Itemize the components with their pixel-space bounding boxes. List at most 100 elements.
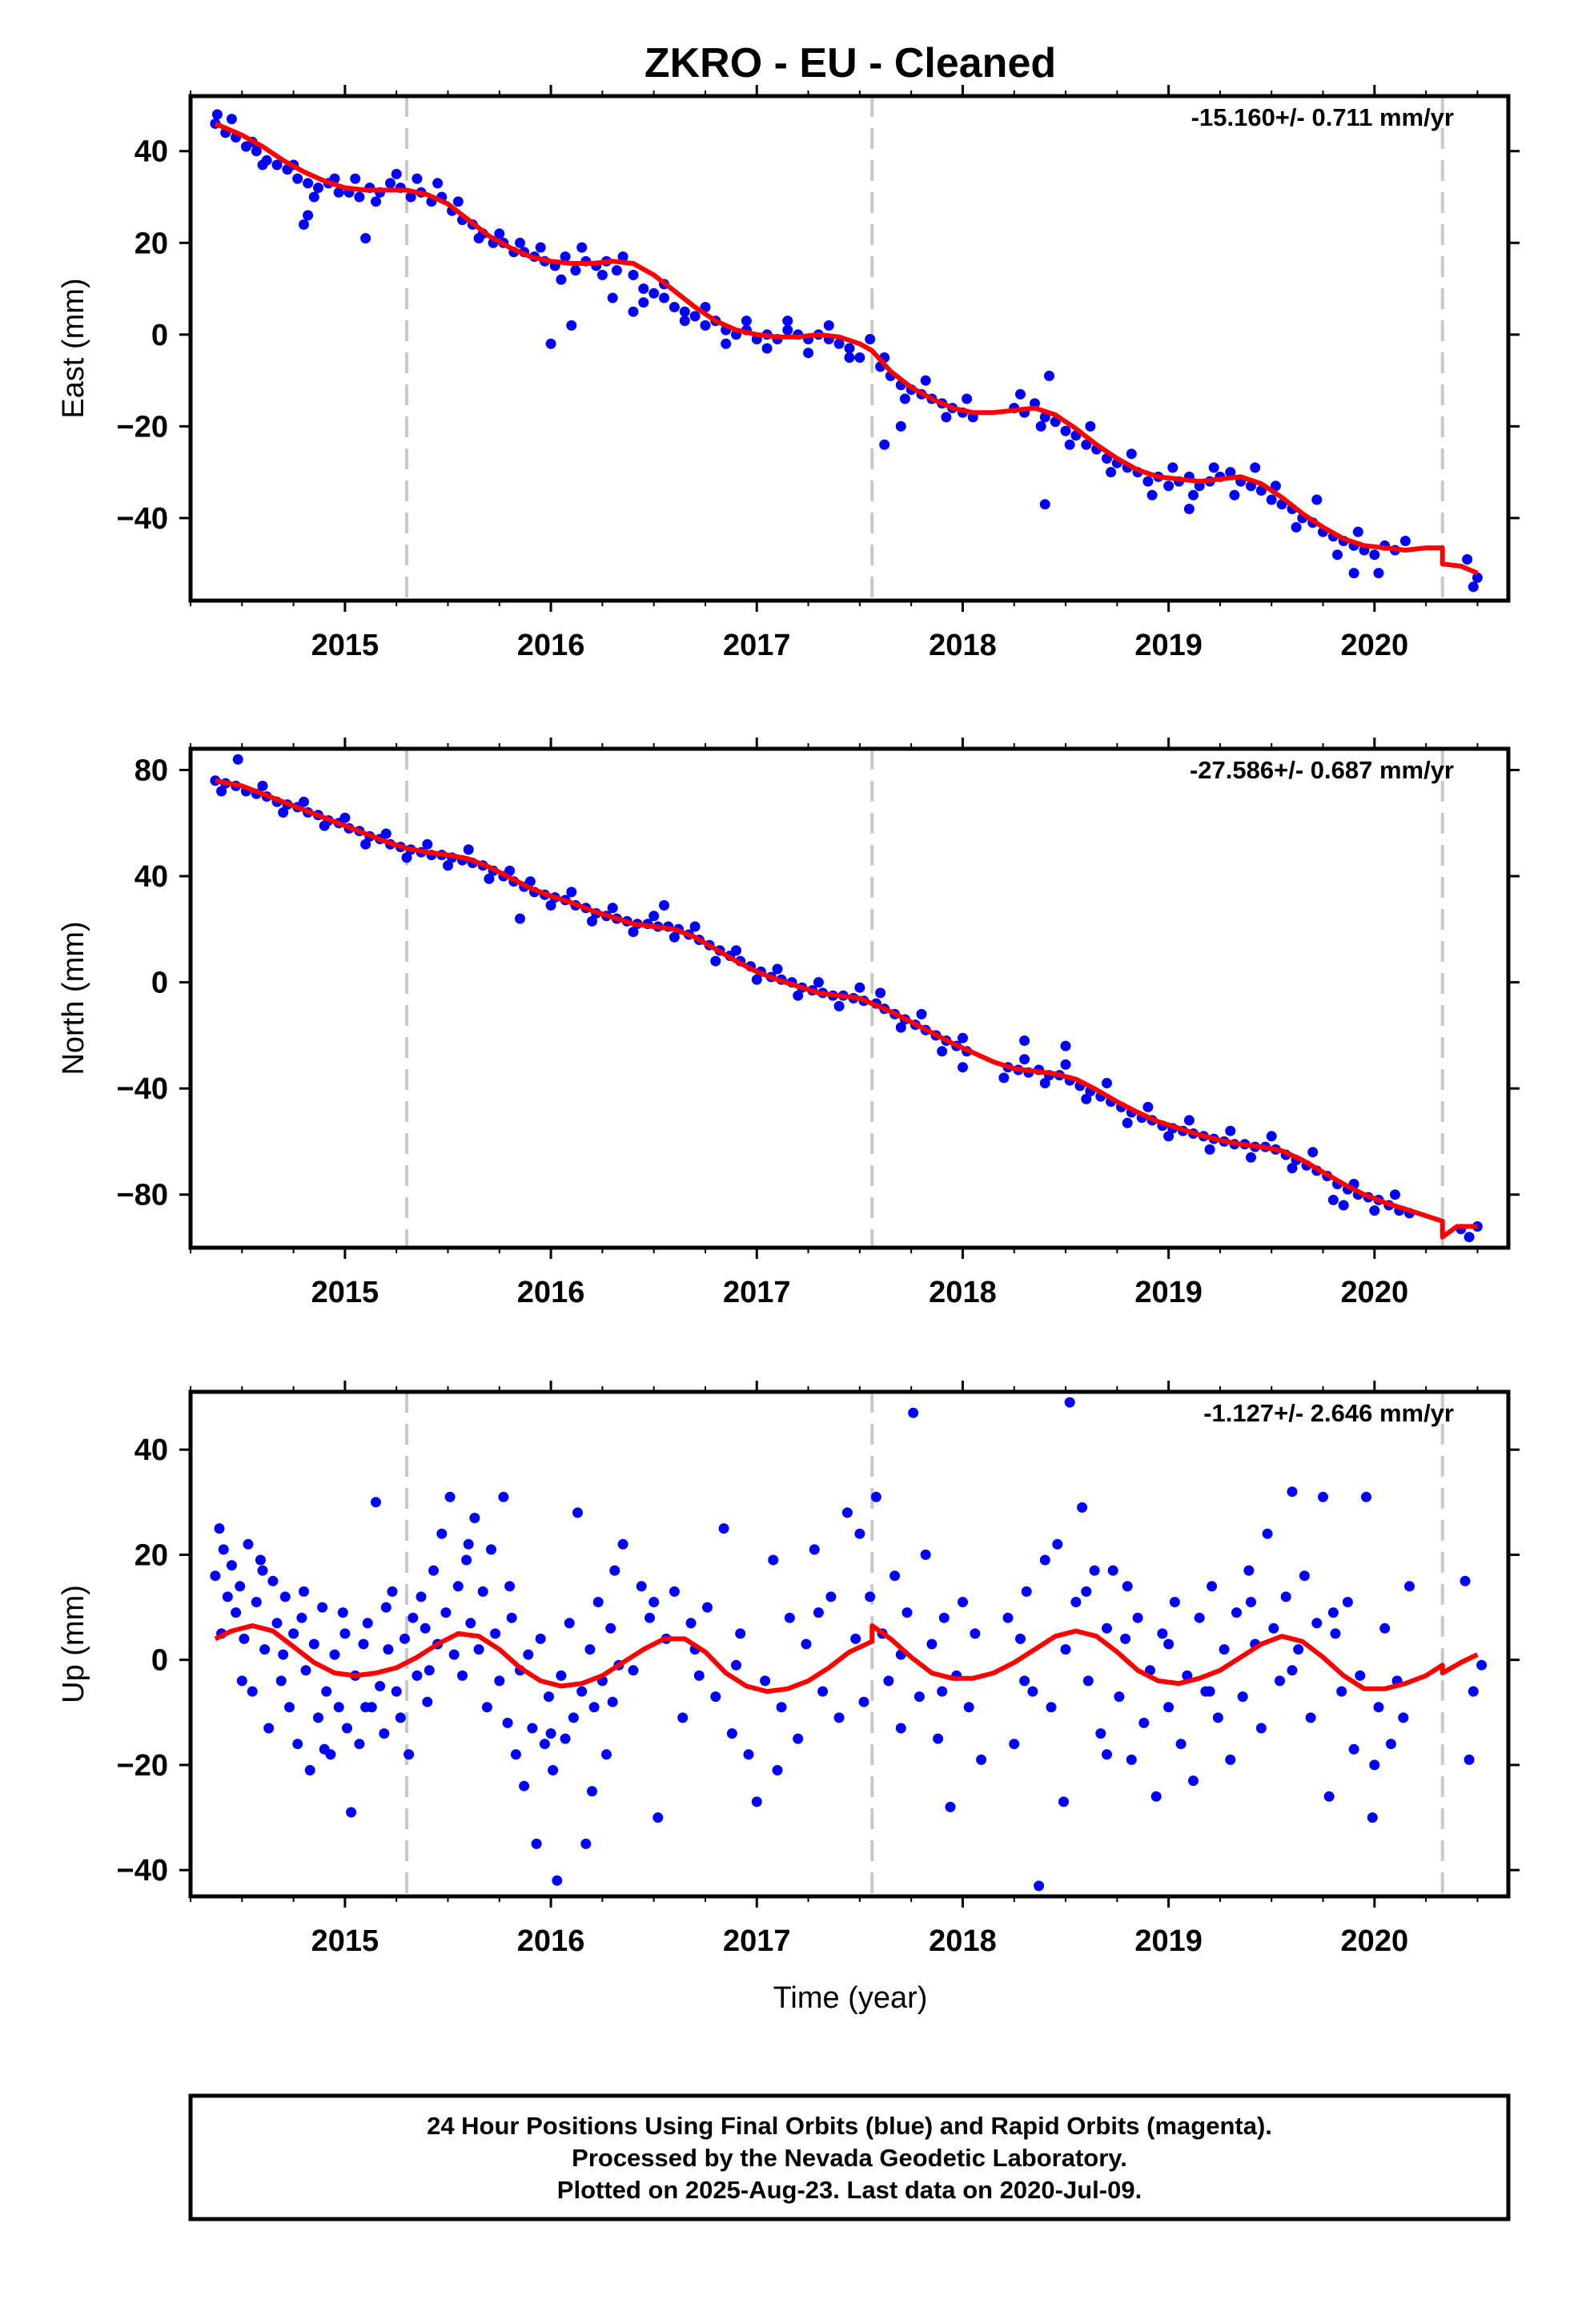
data-point bbox=[481, 1702, 492, 1713]
data-point bbox=[679, 306, 690, 317]
data-point bbox=[1009, 1739, 1020, 1750]
data-point bbox=[1150, 1791, 1162, 1802]
data-point bbox=[817, 1686, 829, 1697]
x-tick-label: 2018 bbox=[929, 629, 997, 662]
data-point bbox=[895, 1723, 906, 1734]
data-point bbox=[1270, 480, 1281, 492]
data-point bbox=[1307, 1147, 1319, 1158]
data-point bbox=[457, 1670, 468, 1681]
data-point bbox=[1081, 1093, 1092, 1104]
data-point bbox=[889, 1570, 901, 1582]
data-point bbox=[1390, 1189, 1400, 1200]
data-point bbox=[1369, 1759, 1380, 1771]
panel-east: 2015 2016 2017 2018 2019 2020 40 20 0 −20 −40 East … bbox=[57, 85, 1520, 662]
data-point bbox=[303, 178, 314, 189]
data-point bbox=[428, 1565, 439, 1576]
data-point bbox=[1106, 467, 1117, 478]
data-point bbox=[1035, 420, 1046, 432]
data-point bbox=[362, 1618, 373, 1629]
data-point bbox=[548, 1765, 559, 1775]
data-point bbox=[1039, 499, 1050, 510]
data-point bbox=[1188, 489, 1199, 501]
footer-line-2: Processed by the Nevada Geodetic Laborat… bbox=[572, 2144, 1127, 2172]
data-point bbox=[469, 1513, 480, 1523]
data-point bbox=[1398, 1712, 1409, 1723]
data-point bbox=[255, 1554, 266, 1566]
data-point bbox=[243, 1538, 254, 1550]
data-point bbox=[693, 1670, 705, 1681]
data-point bbox=[1046, 1702, 1057, 1713]
data-point bbox=[998, 1072, 1010, 1084]
data-point bbox=[1163, 1131, 1174, 1142]
data-point bbox=[299, 219, 309, 230]
data-point bbox=[515, 237, 525, 248]
data-point bbox=[895, 1022, 906, 1033]
data-point bbox=[854, 982, 865, 993]
data-point bbox=[333, 187, 344, 198]
data-point bbox=[659, 900, 669, 911]
data-point bbox=[299, 1586, 309, 1597]
data-point bbox=[669, 931, 680, 943]
x-tick-label: 2015 bbox=[311, 1924, 379, 1958]
data-point bbox=[321, 1686, 332, 1697]
data-point bbox=[572, 1507, 583, 1518]
data-point bbox=[1208, 462, 1219, 473]
data-point bbox=[1367, 1812, 1378, 1823]
data-point bbox=[1275, 1675, 1285, 1687]
data-point bbox=[1169, 1597, 1180, 1607]
data-point bbox=[1262, 1528, 1273, 1539]
data-point bbox=[1132, 1612, 1143, 1623]
data-point bbox=[257, 780, 268, 791]
data-point bbox=[605, 1622, 616, 1634]
data-point bbox=[1299, 1570, 1310, 1582]
data-point bbox=[1207, 1581, 1218, 1592]
data-point bbox=[648, 911, 660, 922]
data-point bbox=[566, 887, 577, 898]
data-point bbox=[1107, 1565, 1118, 1576]
data-point bbox=[899, 393, 910, 404]
data-point bbox=[380, 828, 391, 839]
data-point bbox=[510, 1749, 521, 1760]
data-point bbox=[772, 1765, 783, 1775]
data-point bbox=[342, 1723, 352, 1734]
data-point bbox=[854, 1528, 865, 1539]
data-point bbox=[1077, 1502, 1088, 1513]
data-point bbox=[1373, 1702, 1384, 1713]
data-point bbox=[1332, 549, 1343, 561]
data-point bbox=[596, 269, 608, 280]
data-point bbox=[1167, 462, 1178, 473]
data-point bbox=[1175, 1739, 1186, 1750]
data-point bbox=[768, 1554, 779, 1566]
data-point bbox=[1034, 1880, 1045, 1892]
footer-line-3: Plotted on 2025-Aug-23. Last data on 202… bbox=[557, 2176, 1142, 2204]
data-point bbox=[566, 320, 577, 331]
data-point bbox=[628, 1665, 639, 1676]
data-point bbox=[1015, 1633, 1026, 1644]
data-point bbox=[504, 1581, 516, 1592]
data-point bbox=[1081, 1586, 1092, 1597]
data-point bbox=[257, 159, 268, 171]
model-line bbox=[214, 1623, 1479, 1695]
data-point bbox=[1379, 1622, 1391, 1634]
data-point bbox=[1204, 1144, 1215, 1155]
data-point bbox=[379, 1728, 390, 1739]
data-point bbox=[346, 1807, 357, 1818]
data-point bbox=[895, 420, 906, 432]
y-tick-label: −40 bbox=[117, 502, 168, 536]
data-point bbox=[1348, 568, 1359, 579]
data-point bbox=[823, 320, 834, 331]
data-point bbox=[1246, 1597, 1256, 1607]
data-point bbox=[313, 1712, 323, 1723]
footer-line-1: 24 Hour Positions Using Final Orbits (bl… bbox=[427, 2112, 1272, 2140]
data-point bbox=[679, 316, 690, 327]
x-tick-label: 2020 bbox=[1341, 1276, 1409, 1309]
data-point bbox=[1293, 1644, 1304, 1655]
data-point bbox=[731, 1659, 741, 1671]
data-point bbox=[279, 1591, 291, 1602]
data-point bbox=[337, 1607, 348, 1618]
data-point bbox=[288, 1628, 299, 1639]
data-point bbox=[1070, 1597, 1082, 1607]
data-point bbox=[1089, 1565, 1100, 1576]
data-point bbox=[1369, 549, 1380, 561]
data-point bbox=[772, 963, 783, 975]
